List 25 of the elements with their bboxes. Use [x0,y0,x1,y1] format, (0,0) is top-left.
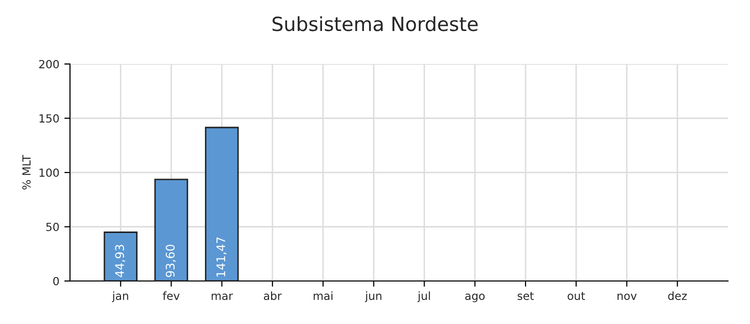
chart-title: Subsistema Nordeste [272,16,478,32]
y-tick-label: 100 [40,168,59,177]
x-tick-label: jun [364,291,382,302]
bar [104,232,138,281]
x-tick-label: jul [418,291,430,302]
y-axis-title: % MLT [22,154,31,190]
bar [154,178,188,281]
data-label: 141,47 [216,237,226,276]
x-tick-label: out [568,292,585,300]
x-tick-label: ago [465,294,485,302]
x-tick-label: abr [264,291,282,300]
bar [204,126,239,281]
x-tick-label: mai [314,291,332,300]
x-tick-label: set [518,292,534,300]
x-tick-label: nov [618,294,637,300]
y-tick-label: 200 [39,60,59,68]
y-tick-label: 150 [40,114,59,123]
y-tick-label: 50 [46,222,59,232]
x-tick-label: jan [112,291,128,302]
x-tick-label: mar [212,294,233,300]
data-label: 93,60 [166,244,176,277]
y-tick-label: 0 [53,276,59,286]
data-label: 44,93 [115,244,126,278]
x-tick-label: fev [162,291,180,300]
x-tick-label: dez [668,291,687,300]
